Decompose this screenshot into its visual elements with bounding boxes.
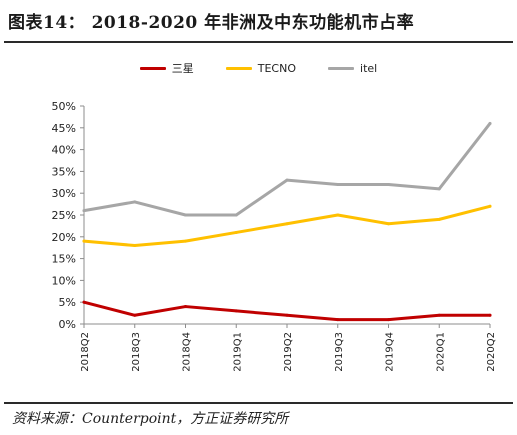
y-tick-label: 40% — [52, 144, 76, 157]
data-point-0-1 — [133, 313, 137, 317]
source-note: 资料来源：Counterpoint，方正证券研究所 — [12, 411, 289, 427]
data-point-0-4 — [285, 313, 289, 317]
data-point-1-8 — [488, 204, 492, 208]
x-tick-label: 2020Q1 — [435, 332, 446, 372]
source-divider — [4, 402, 513, 404]
data-point-2-0 — [82, 209, 86, 213]
x-tick-label: 2018Q2 — [80, 332, 91, 372]
data-point-1-6 — [387, 222, 390, 226]
y-tick-label: 20% — [52, 231, 76, 244]
y-tick-label: 15% — [52, 253, 76, 266]
data-point-0-3 — [234, 309, 238, 313]
x-tick-label: 2018Q3 — [131, 332, 142, 372]
chart-title: 图表14： 2018-2020 年非洲及中东功能机市占率 — [8, 13, 415, 33]
y-tick-label: 5% — [59, 296, 76, 309]
x-tick-label: 2019Q4 — [385, 332, 396, 372]
legend-label-itel: itel — [360, 61, 378, 75]
y-tick-label: 30% — [52, 187, 76, 200]
data-point-2-2 — [184, 213, 187, 217]
data-point-1-7 — [437, 217, 441, 221]
y-tick-label: 35% — [52, 165, 76, 178]
data-point-0-8 — [488, 313, 492, 317]
y-tick-label: 10% — [52, 274, 76, 287]
data-point-0-0 — [82, 300, 86, 304]
x-tick-label: 2019Q3 — [334, 332, 345, 372]
x-tick-label: 2018Q4 — [182, 332, 193, 372]
data-point-2-6 — [387, 182, 390, 186]
data-point-0-6 — [387, 318, 390, 322]
y-tick-label: 0% — [59, 318, 76, 331]
legend-swatch-itel — [328, 66, 355, 70]
data-point-1-5 — [336, 213, 340, 217]
data-point-0-7 — [437, 313, 441, 317]
data-point-1-4 — [285, 222, 289, 226]
series-line-2 — [82, 121, 492, 217]
legend-swatch-samsung — [139, 66, 166, 70]
data-point-1-3 — [234, 230, 238, 234]
y-tick-label: 50% — [52, 100, 76, 113]
data-point-1-0 — [82, 239, 86, 243]
data-point-1-2 — [184, 239, 187, 243]
series-line-0 — [82, 300, 492, 322]
legend-item-tecno: TECNO — [225, 61, 297, 75]
data-point-2-4 — [285, 178, 289, 182]
y-tick-label: 25% — [52, 209, 76, 222]
y-tick-label: 45% — [52, 122, 76, 135]
legend-swatch-tecno — [225, 66, 252, 70]
title-divider — [4, 41, 513, 43]
legend-label-samsung: 三星 — [171, 62, 194, 75]
data-point-0-5 — [336, 318, 340, 322]
data-point-1-1 — [133, 244, 137, 248]
chart-legend: 三星 TECNO itel — [0, 60, 517, 76]
legend-label-tecno: TECNO — [257, 61, 297, 75]
data-point-2-7 — [437, 187, 441, 191]
legend-item-samsung: 三星 — [139, 60, 194, 76]
data-point-2-1 — [133, 200, 137, 204]
data-point-2-5 — [336, 182, 340, 186]
legend-item-itel: itel — [328, 62, 377, 75]
data-point-2-8 — [488, 121, 492, 125]
x-tick-label: 2020Q2 — [486, 332, 497, 372]
x-tick-label: 2019Q2 — [283, 332, 294, 372]
data-point-2-3 — [234, 213, 238, 217]
x-tick-label: 2019Q1 — [232, 332, 243, 372]
data-point-0-2 — [184, 305, 187, 309]
series-line-1 — [82, 204, 492, 248]
